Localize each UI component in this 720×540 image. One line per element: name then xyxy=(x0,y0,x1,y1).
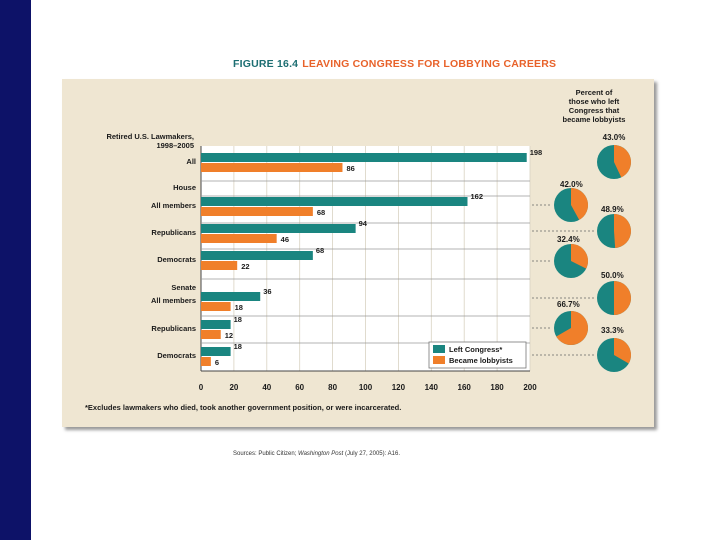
bar-value-left: 18 xyxy=(234,315,242,324)
x-tick-label: 160 xyxy=(458,383,472,392)
x-tick-label: 100 xyxy=(359,383,373,392)
pie-slice-lobbyists xyxy=(556,311,588,345)
bar-value-left: 94 xyxy=(359,219,368,228)
source-suffix: (July 27, 2005): A16. xyxy=(343,451,400,457)
source-note: Sources: Public Citizen; Washington Post… xyxy=(233,451,400,457)
legend-box xyxy=(428,341,527,369)
bar-left-congress xyxy=(201,347,231,356)
bar-became-lobbyists xyxy=(201,357,211,366)
legend-label-left: Left Congress* xyxy=(449,345,502,354)
category-label: All members xyxy=(151,296,196,305)
pie-slice-lobbyists xyxy=(614,281,631,315)
bar-value-lobbyists: 22 xyxy=(241,262,249,271)
bar-value-left: 198 xyxy=(530,148,543,157)
bar-value-lobbyists: 6 xyxy=(215,358,219,367)
legend-label-lobby: Became lobbyists xyxy=(449,356,513,365)
bar-value-lobbyists: 12 xyxy=(225,331,233,340)
x-tick-label: 20 xyxy=(229,383,238,392)
x-tick-label: 140 xyxy=(425,383,439,392)
x-tick-label: 80 xyxy=(328,383,337,392)
bar-became-lobbyists xyxy=(201,163,343,172)
bar-value-lobbyists: 68 xyxy=(317,208,325,217)
bar-value-lobbyists: 18 xyxy=(235,303,243,312)
pie-slice-lobbyists xyxy=(571,188,589,220)
pie-slice-lobbyists xyxy=(614,338,632,364)
x-tick-label: 40 xyxy=(262,383,271,392)
category-label: Democrats xyxy=(157,255,196,264)
source-prefix: Sources: Public Citizen; xyxy=(233,451,299,457)
pie-slice-lobbyists xyxy=(614,214,632,248)
bar-value-lobbyists: 46 xyxy=(281,235,289,244)
pie-percent-label: 43.0% xyxy=(603,133,626,142)
bar-left-congress xyxy=(201,224,356,233)
x-tick-label: 0 xyxy=(199,383,204,392)
pie-header-line: Percent of xyxy=(576,88,613,97)
bar-value-left: 68 xyxy=(316,246,324,255)
chart-bars xyxy=(201,153,527,369)
category-label: Republicans xyxy=(151,228,196,237)
pie-percent-label: 42.0% xyxy=(560,180,583,189)
bar-value-lobbyists: 86 xyxy=(346,164,354,173)
category-label: All xyxy=(186,157,196,166)
bar-became-lobbyists xyxy=(201,234,277,243)
bar-became-lobbyists xyxy=(201,207,313,216)
y-header-line2: 1998–2005 xyxy=(156,141,194,150)
pie-header-line: those who left xyxy=(569,97,620,106)
figure-caption: LEAVING CONGRESS FOR LOBBYING CAREERS xyxy=(302,58,557,70)
category-label: Republicans xyxy=(151,324,196,333)
pie-percent-label: 66.7% xyxy=(557,300,580,309)
legend-swatch-lobby xyxy=(433,356,445,364)
chart-pies xyxy=(554,145,632,372)
section-label-house: House xyxy=(173,183,196,192)
bar-became-lobbyists xyxy=(201,330,221,339)
x-tick-label: 200 xyxy=(523,383,537,392)
pie-percent-label: 50.0% xyxy=(601,271,624,280)
bar-value-left: 18 xyxy=(234,342,242,351)
pie-slice-lobbyists xyxy=(614,145,631,178)
bar-left-congress xyxy=(201,153,527,162)
section-label-senate: Senate xyxy=(171,283,196,292)
figure-title: FIGURE 16.4 LEAVING CONGRESS FOR LOBBYING… xyxy=(233,58,556,70)
category-label: Democrats xyxy=(157,351,196,360)
bar-value-left: 162 xyxy=(470,192,483,201)
legend-swatch-left xyxy=(433,345,445,353)
pie-slice-lobbyists xyxy=(571,244,589,269)
figure-number: FIGURE 16.4 xyxy=(233,58,299,70)
x-tick-label: 120 xyxy=(392,383,406,392)
x-tick-label: 60 xyxy=(295,383,304,392)
pie-percent-label: 32.4% xyxy=(557,235,580,244)
bar-left-congress xyxy=(201,292,261,301)
category-label: All members xyxy=(151,201,196,210)
chart-labels: 0 20 40 60 80 100 120 140 160 180 200 Retired U.S. … xyxy=(85,88,625,412)
source-publication: Washington Post xyxy=(298,451,344,457)
pie-header-line: became lobbyists xyxy=(563,115,626,124)
bar-left-congress xyxy=(201,251,313,260)
bar-value-left: 36 xyxy=(263,287,271,296)
footnote: *Excludes lawmakers who died, took anoth… xyxy=(85,403,401,412)
bar-left-congress xyxy=(201,320,231,329)
bar-left-congress xyxy=(201,197,468,206)
pie-header-line: Congress that xyxy=(569,106,620,115)
pie-percent-label: 33.3% xyxy=(601,326,624,335)
pie-percent-label: 48.9% xyxy=(601,205,624,214)
y-header-line1: Retired U.S. Lawmakers, xyxy=(106,132,194,141)
bar-became-lobbyists xyxy=(201,261,238,270)
left-accent-bar xyxy=(0,0,31,540)
bar-became-lobbyists xyxy=(201,302,231,311)
x-tick-label: 180 xyxy=(490,383,504,392)
